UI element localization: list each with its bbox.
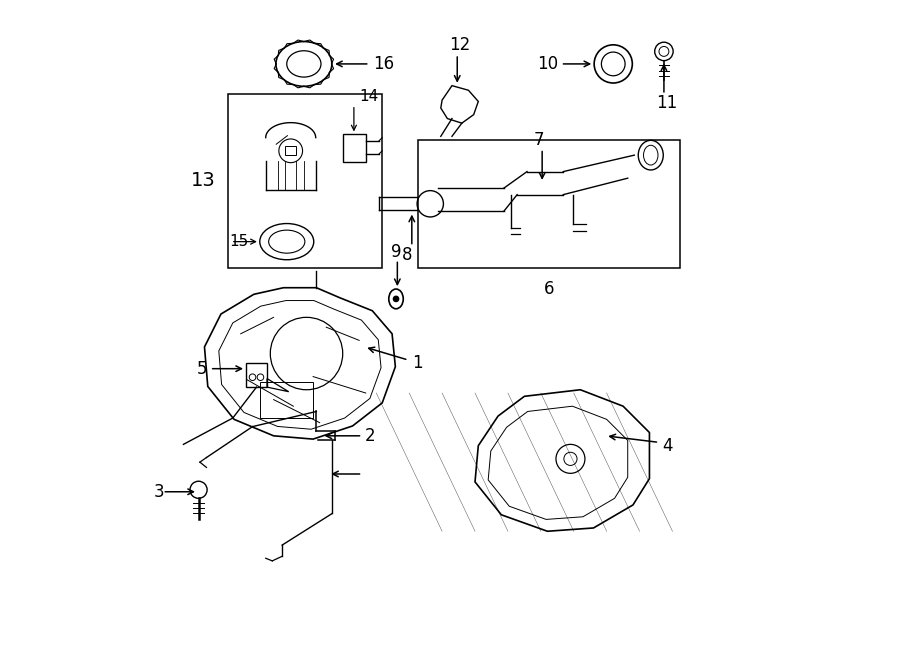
Bar <box>343 134 365 162</box>
Text: 3: 3 <box>154 483 165 501</box>
Text: 11: 11 <box>656 94 678 112</box>
Text: 16: 16 <box>373 55 394 73</box>
Bar <box>246 364 267 387</box>
Text: 6: 6 <box>544 280 554 298</box>
Text: 14: 14 <box>359 89 378 104</box>
Text: 9: 9 <box>391 243 401 260</box>
Text: 2: 2 <box>364 427 375 445</box>
Text: 1: 1 <box>412 354 422 372</box>
Text: 13: 13 <box>192 171 216 190</box>
Text: 10: 10 <box>537 55 559 73</box>
Circle shape <box>393 296 399 301</box>
Text: 5: 5 <box>196 360 207 377</box>
Bar <box>418 139 680 268</box>
Text: 4: 4 <box>662 437 673 455</box>
Text: 12: 12 <box>449 36 470 54</box>
Text: 8: 8 <box>402 246 412 264</box>
Bar <box>260 382 313 418</box>
Text: 7: 7 <box>534 131 544 149</box>
Text: 15: 15 <box>229 234 248 249</box>
Bar <box>285 146 296 155</box>
Bar <box>228 94 382 268</box>
